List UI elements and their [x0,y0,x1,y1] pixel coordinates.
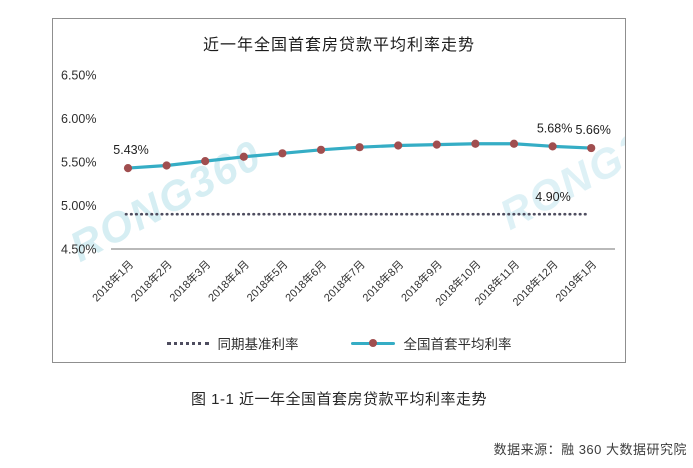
x-axis-tick-label: 2018年4月 [205,257,252,304]
x-axis-tick-label: 2018年1月 [89,257,136,304]
data-point-marker [355,143,364,152]
data-source-note: 数据来源：融 360 大数据研究院 [493,442,687,457]
x-axis-tick-label: 2019年1月 [552,257,599,304]
data-point-marker [394,141,403,150]
chart-legend: 同期基准利率 全国首套平均利率 [53,333,625,353]
data-point-marker [239,152,248,161]
legend-item-average-rate: 全国首套平均利率 [350,333,512,353]
data-point-marker [123,163,133,173]
x-axis-tick-label: 2018年2月 [128,257,175,304]
data-point-marker [471,139,480,148]
solid-line-marker-swatch-icon [350,339,395,347]
y-axis-tick-label: 6.50% [61,69,96,83]
x-axis-tick-label: 2018年3月 [166,257,213,304]
data-label: 5.68% [537,121,572,135]
x-axis-tick-label: 2018年5月 [243,257,290,304]
line-chart-plot-area: 6.50%6.00%5.50%5.00%4.50%2018年1月2018年2月2… [61,69,615,309]
y-axis-tick-label: 6.00% [61,112,96,126]
data-point-marker [509,139,519,148]
x-axis-tick-label: 2018年6月 [282,257,329,304]
y-axis-tick-label: 5.00% [61,199,96,213]
data-point-marker [162,161,171,170]
chart-panel: RONG360 RONG360 近一年全国首套房贷款平均利率走势 6.50% 6.… [52,18,626,363]
data-label: 5.66% [575,123,610,137]
legend-item-baseline: 同期基准利率 [166,333,299,353]
data-label: 4.90% [535,190,570,204]
y-axis-tick-label: 4.50% [61,243,96,257]
legend-label-baseline: 同期基准利率 [217,337,299,352]
x-axis-tick-label: 2018年8月 [359,257,406,304]
data-point-marker [278,149,287,158]
data-point-marker [587,143,596,153]
data-point-marker [548,142,557,151]
x-axis-tick-label: 2018年7月 [321,257,368,304]
data-point-marker [201,157,210,166]
y-axis-tick-label: 5.50% [61,156,96,170]
data-label: 5.43% [113,143,148,157]
data-point-marker [432,140,441,149]
data-point-marker [316,145,326,154]
figure-caption: 图 1-1 近一年全国首套房贷款平均利率走势 [190,391,488,408]
legend-label-average-rate: 全国首套平均利率 [403,337,512,352]
chart-title: 近一年全国首套房贷款平均利率走势 [202,37,475,54]
dotted-line-swatch-icon [166,341,209,345]
marker-dot-icon [368,339,377,347]
